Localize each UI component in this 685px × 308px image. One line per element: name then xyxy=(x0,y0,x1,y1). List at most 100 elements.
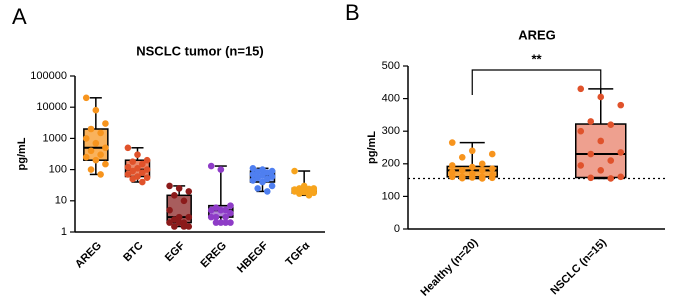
data-point xyxy=(134,165,141,172)
data-point xyxy=(448,162,456,169)
data-point xyxy=(207,206,215,214)
data-point xyxy=(97,151,104,159)
y-tick-label: 300 xyxy=(382,125,400,137)
y-tick-label: 500 xyxy=(382,60,400,72)
data-point xyxy=(577,127,585,135)
data-point xyxy=(249,171,257,178)
data-point xyxy=(129,158,136,165)
y-tick-label: 100 xyxy=(382,190,400,202)
panel-label: B xyxy=(345,0,360,25)
data-point xyxy=(597,93,605,101)
data-point xyxy=(577,162,585,169)
data-point xyxy=(166,219,173,226)
data-point xyxy=(264,175,271,183)
data-point xyxy=(617,101,625,109)
y-tick-label: 10 xyxy=(55,195,67,207)
data-point xyxy=(296,190,303,197)
data-point xyxy=(92,106,100,114)
data-point xyxy=(478,160,486,168)
data-point xyxy=(468,174,476,181)
y-tick-label: 100000 xyxy=(30,70,67,82)
data-point xyxy=(448,139,456,146)
data-point xyxy=(488,150,496,158)
data-point xyxy=(607,157,615,164)
data-point xyxy=(468,163,476,171)
data-point xyxy=(185,213,193,221)
y-tick-label: 1 xyxy=(61,226,67,238)
data-point xyxy=(617,173,625,181)
data-point xyxy=(597,137,605,145)
data-point xyxy=(124,163,132,171)
data-point xyxy=(587,118,595,125)
data-point xyxy=(207,162,215,170)
data-point xyxy=(87,147,95,155)
data-point xyxy=(458,153,466,161)
x-tick-label: EGF xyxy=(163,240,188,265)
y-tick-label: 200 xyxy=(382,158,400,170)
data-point xyxy=(82,153,90,161)
data-point xyxy=(102,144,109,152)
data-point xyxy=(587,174,595,182)
x-tick-label: EREG xyxy=(198,240,229,271)
data-point xyxy=(175,185,183,192)
data-point xyxy=(458,167,466,174)
data-point xyxy=(217,206,225,214)
data-point xyxy=(129,175,136,183)
data-point xyxy=(227,219,234,226)
data-point xyxy=(254,174,261,182)
data-point xyxy=(129,167,136,175)
chart-title: NSCLC tumor (n=15) xyxy=(136,43,263,58)
data-point xyxy=(448,168,456,176)
significance-bracket xyxy=(471,69,602,95)
data-point xyxy=(143,174,151,182)
data-point xyxy=(124,171,132,178)
data-point xyxy=(305,192,313,199)
y-axis-label: pg/mL xyxy=(366,131,378,164)
data-point xyxy=(139,160,146,168)
data-point xyxy=(217,166,225,173)
data-point xyxy=(92,139,100,147)
data-point xyxy=(577,85,585,93)
data-point xyxy=(180,197,188,205)
data-point xyxy=(227,202,234,209)
data-point xyxy=(207,213,215,221)
data-point xyxy=(458,174,466,182)
data-point xyxy=(171,192,178,199)
data-point xyxy=(185,223,193,230)
data-point xyxy=(134,151,141,159)
data-point xyxy=(143,166,151,173)
data-point xyxy=(124,144,132,152)
data-point xyxy=(143,156,151,164)
data-point xyxy=(259,178,266,186)
data-point xyxy=(587,150,595,158)
data-point xyxy=(97,129,104,137)
x-tick-label: TGFα xyxy=(284,240,313,269)
data-point xyxy=(222,219,229,226)
x-tick-label: AREG xyxy=(73,240,104,271)
data-point xyxy=(102,120,109,127)
data-point xyxy=(166,182,173,190)
data-point xyxy=(268,182,276,190)
x-tick-label: Healthy (n=20) xyxy=(419,236,481,298)
data-point xyxy=(102,160,109,168)
data-point xyxy=(82,135,90,142)
y-tick-label: 1000 xyxy=(43,132,67,144)
x-tick-label: HBEGF xyxy=(235,239,271,275)
data-point xyxy=(597,167,605,174)
data-point xyxy=(488,174,496,182)
data-point xyxy=(212,213,220,221)
data-point xyxy=(180,223,188,230)
data-point xyxy=(222,206,229,214)
data-point xyxy=(227,209,234,217)
significance-label: ** xyxy=(531,51,542,66)
data-point xyxy=(249,165,257,172)
data-point xyxy=(87,125,95,133)
data-point xyxy=(92,156,100,164)
data-point xyxy=(617,149,625,156)
chart-title: AREG xyxy=(518,27,556,42)
data-point xyxy=(478,175,486,182)
data-point xyxy=(139,169,146,176)
x-tick-label: NSCLC (n=15) xyxy=(548,236,609,297)
data-point xyxy=(217,219,225,226)
data-point xyxy=(264,169,271,176)
